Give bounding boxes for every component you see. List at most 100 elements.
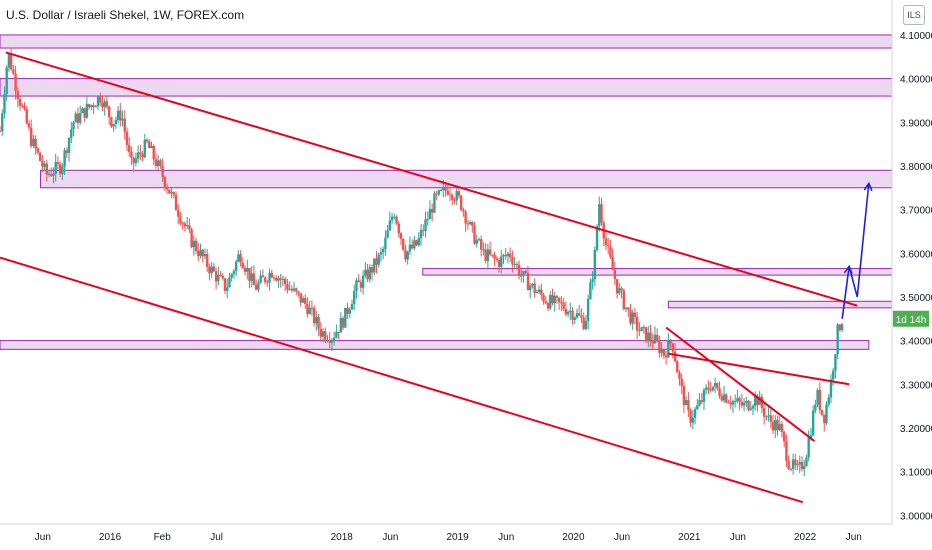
candle-body (655, 334, 659, 341)
candle-body (223, 278, 227, 291)
price-tick-label: 3.20000 (900, 424, 932, 435)
candle-body (43, 163, 46, 167)
candle-body (192, 240, 196, 248)
trendline-0 (5, 51, 858, 307)
candle-body (38, 152, 42, 161)
candle-body (87, 104, 91, 108)
candle-body (181, 223, 184, 225)
candle-body (751, 405, 755, 409)
candle-body (582, 317, 585, 330)
candle-body (321, 331, 325, 337)
candle-body (188, 225, 191, 230)
candle-body (729, 402, 732, 405)
candle-body (627, 307, 630, 310)
candle-body (684, 400, 688, 406)
candle-body (136, 152, 140, 159)
candle-body (281, 278, 285, 280)
candle-body (159, 160, 162, 167)
zone-4 (667, 300, 893, 309)
candle-body (99, 96, 102, 103)
chart-title: U.S. Dollar / Israeli Shekel, 1W, FOREX.… (6, 8, 245, 22)
candle-body (50, 173, 53, 176)
candle-body (399, 233, 403, 239)
candle-body (502, 255, 505, 257)
candle-body (823, 414, 826, 424)
candle-body (395, 216, 398, 224)
candle-body (707, 387, 710, 390)
candle-body (214, 271, 218, 282)
candle-body (134, 158, 138, 164)
candle-body (428, 208, 432, 220)
candles-layer (0, 47, 844, 477)
trendline-2 (665, 326, 815, 442)
candle-body (241, 262, 245, 268)
candle-body (471, 221, 474, 226)
candle-body (217, 274, 220, 282)
candle-body (767, 415, 770, 417)
candle-body (820, 410, 824, 415)
time-tick-label: Jun (35, 532, 51, 543)
candle-body (831, 370, 835, 380)
candle-body (47, 173, 51, 175)
time-axis[interactable]: Jun 2016 Feb Jul 2018 Jun 2019 Jun 2020 Jun 2021 Ju… (35, 532, 862, 543)
zone-2 (40, 169, 893, 189)
trendlines-layer (0, 51, 858, 504)
candle-body (673, 351, 677, 362)
candle-body (348, 309, 351, 314)
candle-body (816, 390, 819, 405)
candle-body (709, 389, 712, 391)
candle-body (128, 145, 131, 152)
candle-body (239, 254, 242, 263)
candle-body (439, 189, 443, 191)
candle-body (780, 424, 784, 433)
candle-body (116, 110, 120, 120)
candle-body (368, 267, 372, 280)
candle-body (379, 252, 383, 255)
candle-body (595, 226, 599, 251)
candle-body (524, 271, 527, 273)
candle-body (651, 340, 654, 344)
candle-body (700, 400, 703, 402)
candle-body (12, 69, 15, 74)
candle-body (406, 251, 409, 260)
candle-body (208, 266, 211, 274)
candle-body (468, 221, 472, 224)
candle-body (359, 282, 363, 288)
candle-body (259, 275, 262, 283)
candle-body (123, 118, 126, 132)
candle-body (531, 283, 534, 286)
candle-body (308, 307, 311, 314)
candle-body (689, 410, 692, 423)
last-price-label-bg (893, 310, 929, 327)
candle-body (277, 278, 280, 281)
projection-path (841, 183, 870, 319)
candle-body (769, 415, 773, 422)
price-tick-label: 3.60000 (900, 249, 932, 260)
candle-body (785, 441, 788, 461)
candle-body (319, 328, 322, 337)
price-axis[interactable]: 3.00000 3.10000 3.20000 3.30000 3.40000 3.500… (900, 31, 932, 522)
candle-body (183, 223, 187, 227)
candle-body (234, 261, 238, 271)
candle-body (508, 253, 512, 258)
projection-layer (841, 181, 873, 319)
candle-body (252, 273, 256, 286)
candle-body (671, 343, 674, 352)
candle-body (141, 154, 144, 158)
candle-body (624, 307, 628, 310)
candle-body (500, 256, 503, 267)
candle-body (453, 199, 456, 201)
candle-body (600, 204, 603, 223)
candle-body (397, 223, 400, 234)
candle-body (228, 277, 231, 288)
candle-body (653, 334, 657, 344)
candle-body (778, 424, 781, 431)
currency-badge[interactable]: ILS (903, 5, 925, 25)
candle-body (477, 239, 481, 241)
candle-body (789, 468, 793, 470)
candle-body (446, 190, 449, 195)
candle-body (339, 317, 343, 333)
candle-body (540, 289, 543, 295)
candle-body (745, 400, 748, 403)
